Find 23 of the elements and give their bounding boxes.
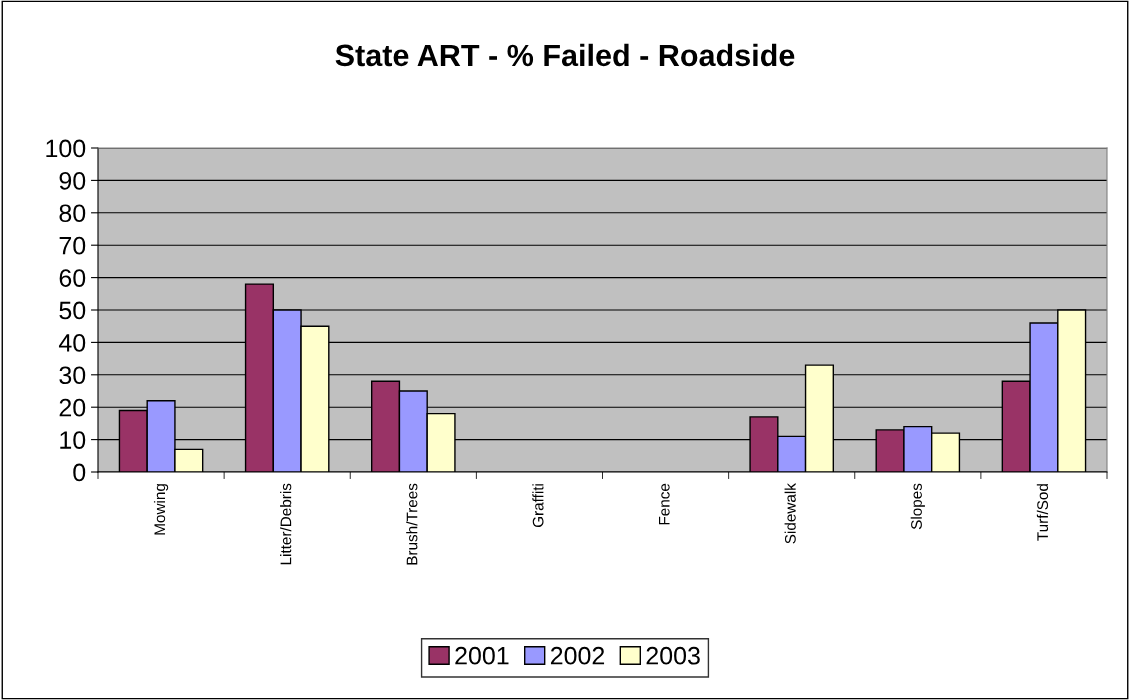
y-tick-label: 90 [59,172,86,190]
y-tick-label: 40 [58,334,86,352]
x-tick-label: Sidewalk [784,483,796,544]
y-tick-label: 50 [59,301,86,320]
y-tick-label: 20 [59,398,86,417]
y-tick-label: 80 [59,204,86,223]
legend-label: 2003 [646,646,700,665]
y-tick-label: 0 [73,463,86,482]
x-tick-label: Turf/Sod [1036,484,1049,541]
x-tick-label: Mowing [153,484,169,535]
y-tick-label: 30 [59,366,86,385]
y-tick-label: 70 [59,236,86,255]
y-tick-label: 10 [60,431,86,449]
x-tick-label: Brush/Trees [406,483,418,565]
x-tick-label: Slopes [910,483,925,530]
x-tick-label: Graffiti [532,484,544,528]
legend-label: 2001 [455,646,509,665]
y-tick-label: 60 [59,269,86,287]
chart-title: State ART - % Failed - Roadside [335,43,795,67]
legend-label: 2002 [550,646,605,665]
x-tick-label: Litter/Debris [280,483,292,565]
y-tick-label: 100 [46,139,86,158]
x-tick-label: Fence [659,483,670,525]
